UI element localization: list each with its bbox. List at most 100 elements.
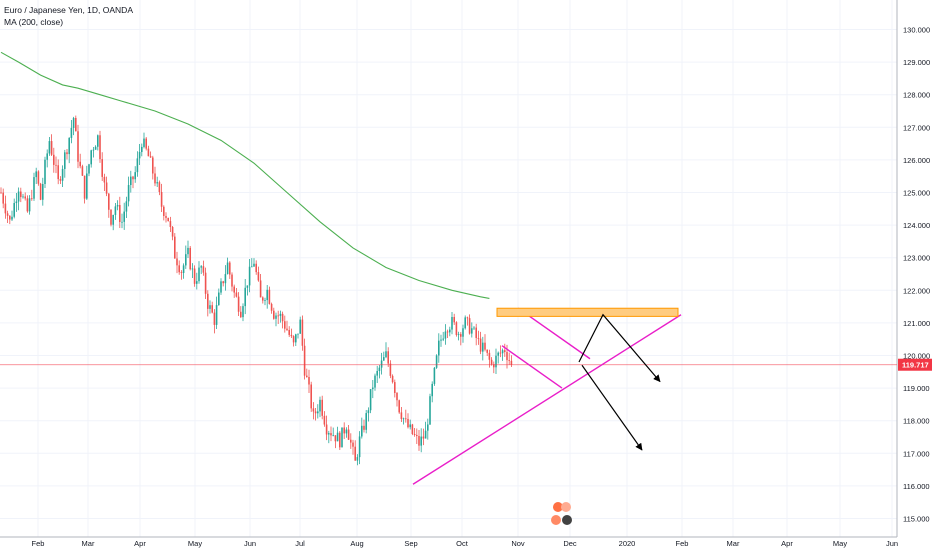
candle-body — [442, 338, 444, 340]
candle-body — [244, 287, 246, 307]
candle-body — [422, 436, 425, 439]
candle-body — [380, 360, 383, 368]
candle-body — [407, 418, 409, 428]
candle-body — [501, 350, 504, 354]
candle-body — [288, 330, 290, 335]
candle-body — [35, 171, 37, 178]
candle-body — [0, 192, 2, 194]
candle-body — [211, 305, 213, 313]
candle-body — [427, 424, 429, 431]
candle-body — [114, 206, 117, 215]
candle-body — [323, 415, 326, 425]
candle-body — [504, 350, 506, 353]
price-tick-label: 122.000 — [903, 286, 930, 295]
time-tick-label: Feb — [32, 539, 45, 548]
candle-body — [185, 254, 187, 266]
candle-body — [220, 281, 222, 293]
candle-body — [339, 432, 341, 448]
candle-body — [92, 149, 95, 151]
rising-support-line — [412, 314, 682, 485]
candle-body — [473, 327, 475, 329]
candle-body — [81, 166, 84, 176]
candle-body — [468, 318, 471, 334]
candle-body — [99, 135, 101, 160]
price-tick-label: 126.000 — [903, 156, 930, 165]
event-badges-icon[interactable] — [551, 502, 572, 525]
candle-body — [262, 297, 264, 301]
candle-body — [237, 296, 240, 312]
candle-body — [198, 267, 200, 282]
candle-body — [246, 285, 249, 288]
candle-body — [367, 410, 370, 414]
candle-body — [488, 352, 491, 360]
candle-body — [444, 331, 447, 339]
candle-body — [284, 321, 286, 329]
candle-body — [270, 303, 273, 311]
candle-body — [429, 396, 431, 425]
time-tick-label: Apr — [781, 539, 793, 548]
candle-body — [75, 117, 77, 132]
price-tick-label: 123.000 — [903, 254, 930, 263]
candle-body — [358, 436, 361, 458]
candle-body — [231, 274, 233, 287]
candle-body — [33, 177, 35, 199]
price-tick-label: 127.000 — [903, 123, 930, 132]
candle-body — [374, 375, 376, 388]
candle-body — [255, 263, 257, 273]
candle-body — [116, 205, 119, 207]
candle-body — [167, 217, 169, 222]
candle-body — [275, 315, 277, 319]
candle-body — [418, 436, 420, 446]
candle-body — [15, 201, 18, 204]
candle-body — [103, 176, 106, 183]
candle-body — [273, 310, 275, 319]
candle-body — [110, 209, 112, 225]
candle-body — [345, 429, 348, 434]
time-tick-label: May — [188, 539, 202, 548]
candle-body — [490, 359, 493, 365]
candle-body — [449, 329, 451, 333]
candle-body — [163, 206, 165, 216]
candle-body — [389, 363, 392, 376]
candle-body — [233, 286, 235, 293]
candle-body — [13, 203, 15, 217]
candle-body — [171, 226, 174, 237]
candle-body — [497, 352, 499, 356]
candle-body — [446, 331, 449, 333]
price-tick-label: 115.000 — [903, 515, 930, 524]
candle-body — [165, 215, 167, 218]
candle-body — [332, 435, 334, 437]
candle-body — [149, 156, 152, 158]
resistance-zone — [496, 307, 679, 317]
candle-body — [281, 313, 284, 322]
candle-body — [378, 367, 381, 371]
candle-body — [460, 334, 462, 337]
time-tick-label: Jul — [295, 539, 305, 548]
candle-body — [347, 429, 350, 440]
candle-body — [240, 311, 242, 318]
candle-body — [182, 265, 185, 274]
candle-body — [90, 150, 92, 165]
candle-body — [372, 387, 374, 390]
candle-body — [22, 196, 24, 198]
time-tick-label: Dec — [563, 539, 577, 548]
candle-body — [385, 351, 387, 358]
candle-body — [440, 339, 442, 341]
candle-body — [400, 412, 403, 420]
candle-body — [396, 392, 398, 401]
candle-body — [218, 292, 220, 306]
candle-body — [259, 280, 262, 298]
candle-body — [31, 198, 33, 200]
candle-body — [413, 433, 416, 435]
candle-body — [398, 400, 400, 413]
candle-body — [493, 364, 495, 368]
candle-body — [24, 196, 26, 199]
candle-body — [50, 141, 53, 155]
candle-body — [314, 411, 317, 414]
candle-body — [79, 161, 81, 167]
projection-arrow-upper — [578, 313, 661, 383]
candle-body — [482, 342, 484, 352]
candle-body — [506, 352, 508, 361]
candle-body — [136, 158, 139, 173]
